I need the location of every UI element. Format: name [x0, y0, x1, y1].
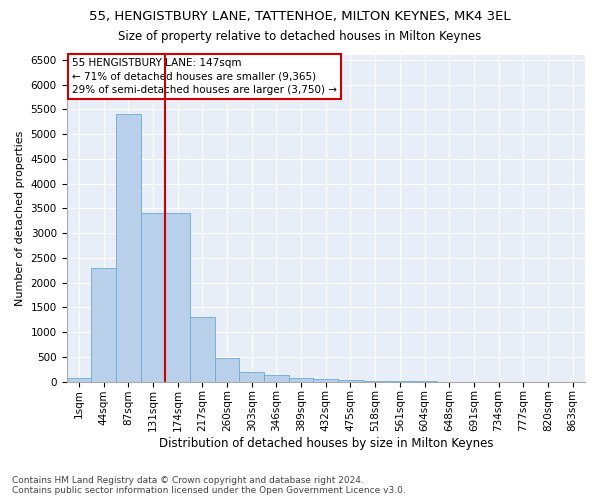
Bar — [215, 358, 239, 382]
Bar — [116, 114, 140, 382]
Bar — [289, 378, 313, 382]
Text: Contains public sector information licensed under the Open Government Licence v3: Contains public sector information licen… — [12, 486, 406, 495]
Bar — [165, 214, 190, 382]
Bar — [190, 318, 215, 382]
X-axis label: Distribution of detached houses by size in Milton Keynes: Distribution of detached houses by size … — [158, 437, 493, 450]
Bar — [313, 379, 338, 382]
Bar — [91, 268, 116, 382]
Y-axis label: Number of detached properties: Number of detached properties — [15, 130, 25, 306]
Text: 55 HENGISTBURY LANE: 147sqm
← 71% of detached houses are smaller (9,365)
29% of : 55 HENGISTBURY LANE: 147sqm ← 71% of det… — [72, 58, 337, 94]
Bar — [239, 372, 264, 382]
Bar — [363, 380, 388, 382]
Text: Size of property relative to detached houses in Milton Keynes: Size of property relative to detached ho… — [118, 30, 482, 43]
Bar — [67, 378, 91, 382]
Bar — [338, 380, 363, 382]
Bar — [264, 375, 289, 382]
Text: Contains HM Land Registry data © Crown copyright and database right 2024.: Contains HM Land Registry data © Crown c… — [12, 476, 364, 485]
Bar — [140, 214, 165, 382]
Text: 55, HENGISTBURY LANE, TATTENHOE, MILTON KEYNES, MK4 3EL: 55, HENGISTBURY LANE, TATTENHOE, MILTON … — [89, 10, 511, 23]
